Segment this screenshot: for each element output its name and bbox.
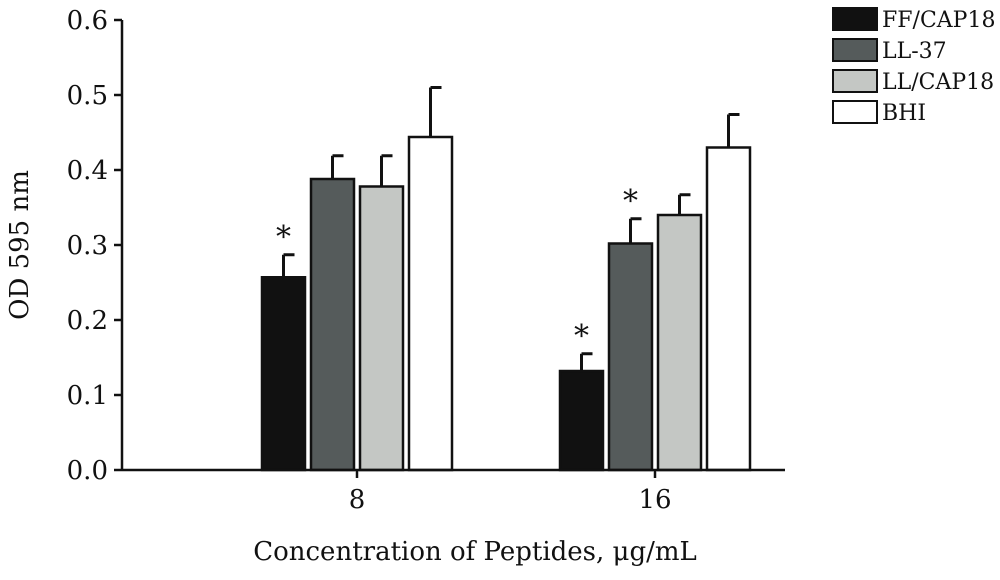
y-tick-label-0.1: 0.1: [67, 381, 108, 411]
bar-ff-cap18-16: [558, 369, 605, 472]
y-tick-label-0.6: 0.6: [67, 6, 108, 36]
bar-ll-cap18-16: [656, 213, 703, 472]
axes-layer: 0.0 0.1 0.2 0.3 0.4 0.5 0.6 8 16: [67, 6, 785, 515]
x-axis-label: Concentration of Peptides, μg/mL: [253, 537, 697, 567]
y-tick-label-0.4: 0.4: [67, 156, 108, 186]
bar-ff-cap18-8: [260, 276, 307, 472]
bars-layer: * * *: [260, 86, 752, 472]
bar-ll-37-8: [309, 177, 356, 472]
y-axis-label: OD 595 nm: [5, 170, 35, 320]
x-tick-label-8: 8: [349, 485, 366, 515]
y-tick-label-0.2: 0.2: [67, 306, 108, 336]
y-tick-label-0.3: 0.3: [67, 231, 108, 261]
bar-ll-cap18-8: [358, 185, 405, 472]
legend-label-bhi: BHI: [882, 101, 926, 126]
y-tick-label-0.5: 0.5: [67, 81, 108, 111]
x-tick-label-16: 16: [638, 485, 671, 515]
y-tick-label-0.0: 0.0: [67, 456, 108, 486]
bar-ll-37-16: [607, 242, 654, 472]
legend-label-ll-37: LL-37: [882, 39, 947, 64]
bar-bhi-16: [705, 146, 752, 472]
legend: FF/CAP18 LL-37 LL/CAP18 BHI: [832, 7, 995, 126]
significance-marker-ll-37-16: *: [623, 184, 638, 219]
legend-label-ff-cap18: FF/CAP18: [882, 8, 995, 33]
legend-label-ll-cap18: LL/CAP18: [882, 70, 994, 95]
legend-swatch-ff-cap18: [832, 7, 878, 31]
legend-swatch-ll-37: [832, 38, 878, 62]
significance-marker-ff-cap18-8: *: [276, 220, 291, 255]
significance-marker-ff-cap18-16: *: [574, 319, 589, 354]
bar-bhi-8: [407, 135, 454, 472]
legend-swatch-bhi: [832, 100, 878, 124]
legend-swatch-ll-cap18: [832, 69, 878, 93]
